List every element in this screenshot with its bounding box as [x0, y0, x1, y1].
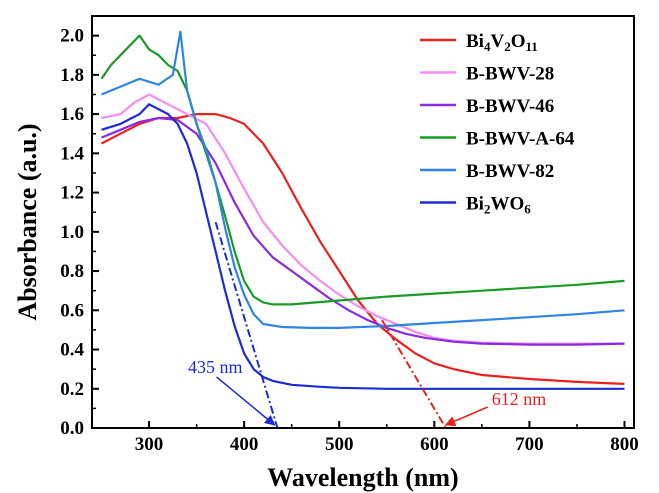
x-tick-label: 800 [610, 434, 639, 455]
tangent-line-1 [381, 319, 447, 429]
y-tick-label: 0.2 [60, 379, 84, 400]
legend-label-2: B-BWV-46 [466, 96, 554, 117]
y-tick-label: 0.4 [60, 340, 84, 361]
series-line-5 [101, 103, 625, 390]
tangent-line-0 [214, 221, 279, 429]
y-tick-label: 0.8 [60, 261, 84, 282]
x-tick-label: 500 [325, 434, 354, 455]
annotation-layer: 435 nm 612 nm [188, 357, 547, 427]
series-line-3 [100, 34, 625, 306]
legend-label-0: Bi4V2O11 [466, 31, 538, 54]
series-layer [100, 30, 625, 390]
legend-label-5: Bi2WO6 [466, 194, 531, 217]
y-axis-title: Absorbance (a.u.) [13, 123, 42, 320]
series-line-4 [101, 30, 625, 329]
legend-label-3: B-BWV-A-64 [466, 129, 575, 150]
y-tick-label: 1.0 [60, 222, 84, 243]
legend-label-4: B-BWV-82 [466, 161, 554, 182]
axis-layer: 300 400 500 600 700 800 0.0 0.2 0.4 0.6 0.8 1.0 1.2 1… [60, 26, 638, 455]
annotation-label-0: 435 nm [188, 357, 243, 377]
x-axis-title: Wavelength (nm) [267, 463, 458, 492]
y-tick-label: 0.0 [60, 418, 84, 439]
y-tick-label: 1.6 [60, 104, 84, 125]
series-line-0 [100, 113, 625, 385]
annotation-label-1: 612 nm [492, 389, 547, 409]
x-tick-label: 300 [135, 434, 164, 455]
annotation-arrow-0 [216, 376, 276, 426]
plot-frame [91, 15, 635, 429]
legend-label-1: B-BWV-28 [466, 64, 554, 85]
x-tick-label: 700 [515, 434, 544, 455]
y-tick-label: 1.8 [60, 65, 84, 86]
annotation-arrow-1 [444, 406, 489, 427]
y-tick-label: 0.6 [60, 300, 84, 321]
y-tick-label: 1.4 [60, 143, 84, 164]
series-line-2 [101, 116, 625, 346]
extrapolation-layer [214, 221, 447, 429]
y-tick-label: 1.2 [60, 183, 84, 204]
legend: Bi4V2O11 B-BWV-28 B-BWV-46 B-BWV-A-64 B-BWV-… [420, 31, 575, 217]
y-tick-label: 2.0 [60, 26, 84, 47]
x-tick-label: 600 [420, 434, 449, 455]
x-tick-label: 400 [230, 434, 259, 455]
